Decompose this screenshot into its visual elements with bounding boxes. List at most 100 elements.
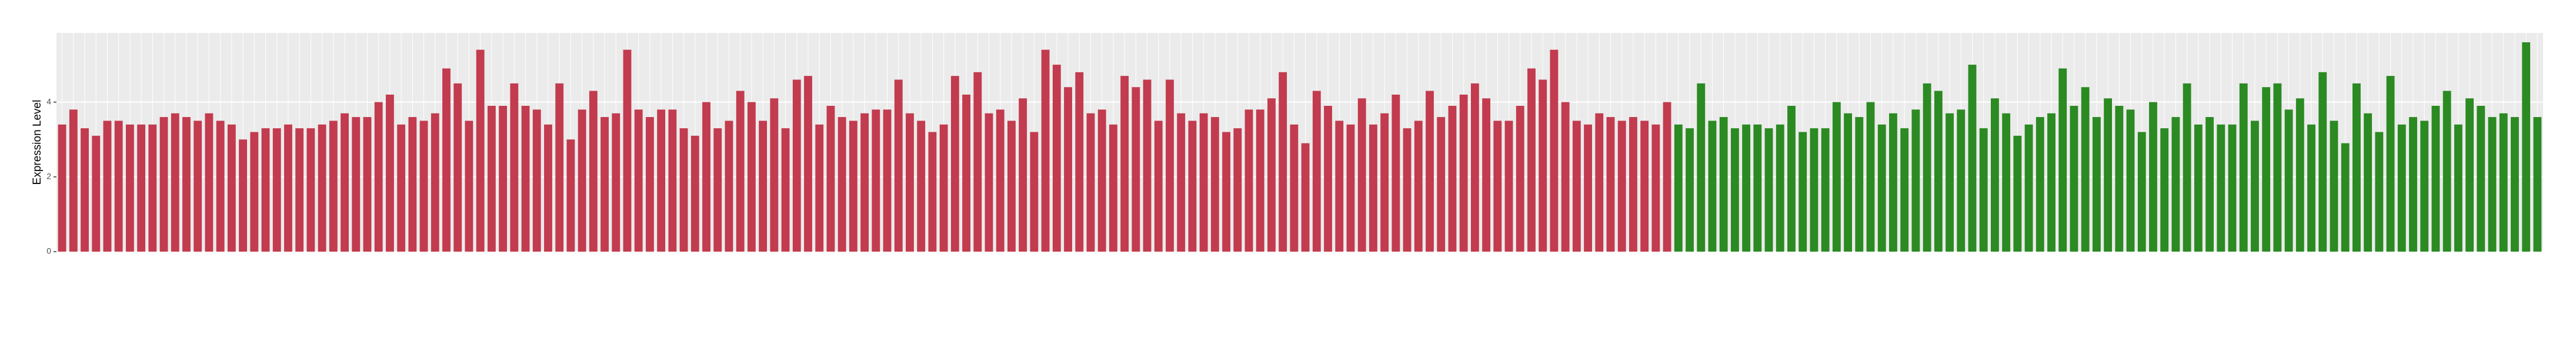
bar [1968, 65, 1977, 252]
bar [58, 124, 66, 252]
bar [668, 109, 677, 252]
bar [566, 139, 575, 252]
bar [1437, 117, 1446, 252]
bar [397, 124, 406, 252]
bar [578, 109, 586, 252]
bar [81, 128, 89, 252]
bar [1279, 72, 1287, 252]
bar [1482, 98, 1491, 252]
bar [2431, 106, 2440, 252]
bar [860, 113, 869, 252]
bar [1403, 128, 1412, 252]
bar [227, 124, 236, 252]
bar [193, 121, 202, 252]
bar [408, 117, 417, 252]
bar [2002, 113, 2011, 252]
bar [1629, 117, 1637, 252]
bar [2239, 83, 2248, 252]
bar [1810, 128, 1818, 252]
bar [894, 79, 903, 252]
bar [2318, 72, 2327, 252]
bar [2375, 132, 2384, 252]
bar [1900, 128, 1909, 252]
bar [2205, 117, 2214, 252]
bar [1120, 76, 1129, 252]
bar [1166, 79, 1174, 252]
bar [2081, 87, 2090, 252]
bar [759, 121, 768, 252]
bar [465, 121, 473, 252]
bar [2217, 124, 2225, 252]
bar [1674, 124, 1683, 252]
bar [2477, 106, 2485, 252]
bar [1470, 83, 1479, 252]
bar [1979, 128, 1988, 252]
bar [1086, 113, 1095, 252]
bar [1459, 94, 1468, 252]
bar [1606, 117, 1615, 252]
bar [2149, 102, 2157, 252]
bar [442, 68, 451, 252]
bar [1821, 128, 1830, 252]
bar [1617, 121, 1626, 252]
bar [2092, 117, 2101, 252]
bar [792, 79, 801, 252]
bar [1866, 102, 1875, 252]
bar [1595, 113, 1604, 252]
bar [1346, 124, 1355, 252]
plot-panel [56, 33, 2543, 252]
bar [883, 109, 892, 252]
bar [1990, 98, 1999, 252]
bar [690, 135, 699, 252]
bar [2183, 83, 2191, 252]
bar [1177, 113, 1186, 252]
bar [1143, 79, 1152, 252]
bar [1030, 132, 1039, 252]
bar [1052, 65, 1061, 252]
bar [284, 124, 292, 252]
bar [2341, 143, 2350, 252]
bar [1312, 91, 1321, 252]
bar [1414, 121, 1423, 252]
bar [386, 94, 394, 252]
bar [1787, 106, 1796, 252]
bar [148, 124, 157, 252]
bar [1369, 124, 1377, 252]
bar [329, 121, 338, 252]
bar [1041, 49, 1050, 252]
bar [2262, 87, 2271, 252]
bar [2442, 91, 2451, 252]
bar [1064, 87, 1072, 252]
bar [1392, 94, 1400, 252]
bar [2104, 98, 2113, 252]
bar [2499, 113, 2508, 252]
bar [623, 49, 632, 252]
bar [1007, 121, 1016, 252]
bar [1753, 124, 1762, 252]
bar [510, 83, 519, 252]
bar [985, 113, 993, 252]
bar [1651, 124, 1660, 252]
bar [2352, 83, 2361, 252]
bar [2397, 124, 2406, 252]
bar [634, 109, 643, 252]
bar [725, 121, 733, 252]
bar [250, 132, 259, 252]
bar [950, 76, 959, 252]
bar [521, 106, 530, 252]
bar [419, 121, 428, 252]
bar [872, 109, 880, 252]
bar [849, 121, 857, 252]
bar [2330, 121, 2338, 252]
bar [1426, 91, 1434, 252]
bar [781, 128, 790, 252]
bar [1109, 124, 1117, 252]
bar [1584, 124, 1592, 252]
bar [1504, 121, 1513, 252]
bar [1075, 72, 1084, 252]
bar [1199, 113, 1208, 252]
bar [736, 91, 745, 252]
bar [906, 113, 914, 252]
bar [1550, 49, 1559, 252]
